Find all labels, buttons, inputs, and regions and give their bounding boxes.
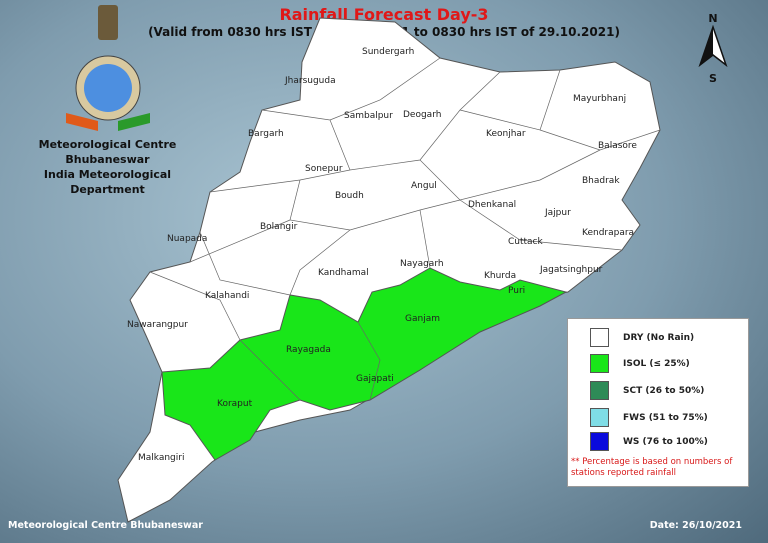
label-nawarangpur: Nawarangpur [127,320,188,330]
label-keonjhar: Keonjhar [486,129,526,139]
legend-label: WS (76 to 100%) [623,436,708,447]
label-nayagarh: Nayagarh [400,259,444,269]
legend-item-isol: ISOL (≤ 25%) [590,354,690,373]
legend-item-sct: SCT (26 to 50%) [590,381,704,400]
north-label: N [708,12,718,25]
imd-logo [66,5,150,131]
label-balasore: Balasore [598,141,637,151]
label-sambalpur: Sambalpur [344,111,393,121]
label-koraput: Koraput [217,399,253,409]
label-gajapati: Gajapati [356,374,394,384]
label-deogarh: Deogarh [403,110,441,120]
legend-label: FWS (51 to 75%) [623,412,708,423]
legend-swatch [590,408,609,427]
legend-label: SCT (26 to 50%) [623,385,705,396]
legend: DRY (No Rain) ISOL (≤ 25%) SCT (26 to 50… [567,318,749,487]
legend-label: DRY (No Rain) [623,332,695,343]
label-jagatsinghpur: Jagatsinghpur [539,265,603,275]
legend-swatch [590,328,609,347]
label-puri: Puri [508,286,525,296]
label-kendrapara: Kendrapara [582,228,634,238]
label-boudh: Boudh [335,191,364,201]
label-khurda: Khurda [484,271,516,281]
legend-label: ISOL (≤ 25%) [623,358,690,369]
label-jharsuguda: Jharsuguda [284,76,336,86]
label-mayurbhanj: Mayurbhanj [573,94,626,104]
label-sonepur: Sonepur [305,164,343,174]
south-label: S [709,72,717,85]
label-kandhamal: Kandhamal [318,268,369,278]
legend-item-dry: DRY (No Rain) [590,328,694,347]
district-labels: Sundergarh Mayurbhanj Jharsuguda Sambalp… [127,47,637,463]
label-bolangir: Bolangir [260,222,298,232]
district-boundaries [149,57,661,401]
label-bhadrak: Bhadrak [582,176,620,186]
org-line1: Meteorological Centre Bhubaneswar [38,138,177,166]
org-line2: India Meteorological Department [43,168,172,196]
label-cuttack: Cuttack [508,237,544,247]
footer-date: Date: 26/10/2021 [649,520,742,531]
label-malkangiri: Malkangiri [138,453,184,463]
label-kalahandi: Kalahandi [205,291,249,301]
label-nuapada: Nuapada [167,234,207,244]
legend-swatch [590,354,609,373]
legend-note: ** Percentage is based on numbers of sta… [571,457,733,478]
organization-name: Meteorological Centre Bhubaneswar India … [5,137,210,197]
label-ganjam: Ganjam [405,314,440,324]
legend-swatch [590,381,609,400]
label-bargarh: Bargarh [248,129,284,139]
legend-swatch [590,432,609,451]
legend-item-ws: WS (76 to 100%) [590,432,708,451]
legend-item-fws: FWS (51 to 75%) [590,408,708,427]
label-dhenkanal: Dhenkanal [468,200,516,210]
label-angul: Angul [411,181,437,191]
north-arrow-icon [698,24,728,68]
north-arrow: N S [696,12,730,85]
label-sundergarh: Sundergarh [362,47,414,57]
isol-rain-region [161,267,568,461]
footer-organization: Meteorological Centre Bhubaneswar [8,520,203,531]
label-rayagada: Rayagada [286,345,331,355]
label-jajpur: Jajpur [544,208,571,218]
